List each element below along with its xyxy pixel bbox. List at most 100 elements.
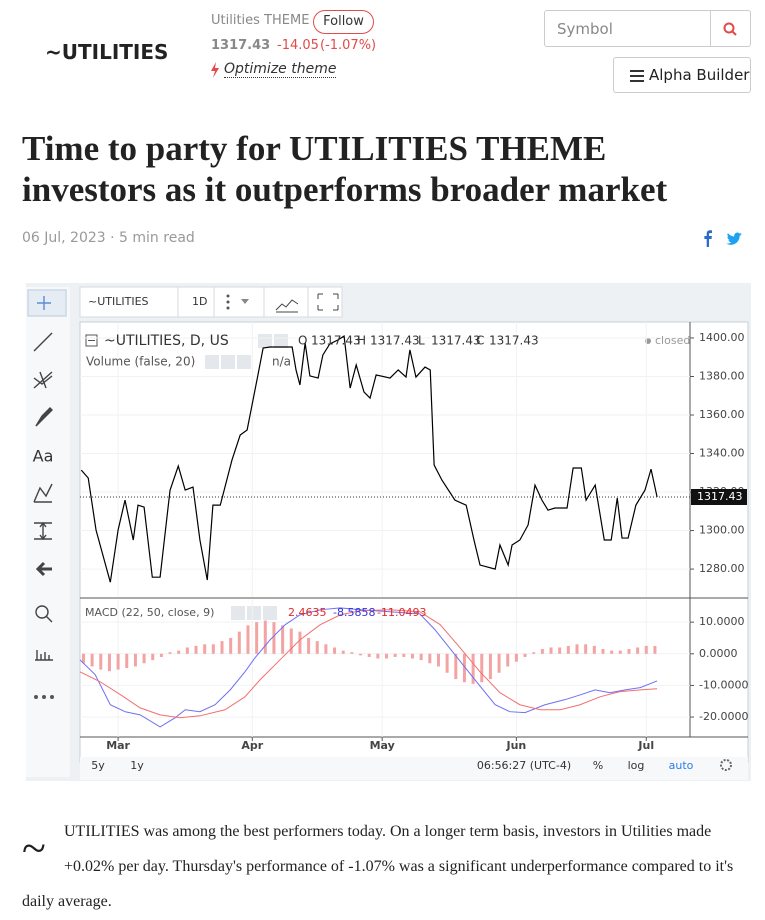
volume-label: Volume (false, 20) xyxy=(86,355,195,369)
left-toolbar xyxy=(26,287,70,777)
log-toggle[interactable]: log xyxy=(628,759,645,772)
zoom-tool[interactable] xyxy=(35,605,49,619)
interval[interactable]: 1D xyxy=(192,295,207,308)
plot-frame xyxy=(79,321,749,763)
facebook[interactable] xyxy=(704,230,712,247)
more-tools[interactable] xyxy=(34,695,54,699)
histogram-bar xyxy=(610,650,614,654)
collapse-icon[interactable] xyxy=(85,334,98,347)
histogram-bar xyxy=(307,637,311,654)
optimize-link[interactable]: Optimize theme xyxy=(224,61,337,78)
histogram-bar xyxy=(168,652,172,654)
search-input[interactable]: Symbol xyxy=(544,10,711,47)
y-tick-label: -10.0000 xyxy=(699,678,748,691)
histogram-bar xyxy=(454,653,458,680)
brush-tool[interactable] xyxy=(35,407,53,427)
histogram-bar xyxy=(445,653,449,673)
bars-tool[interactable] xyxy=(35,650,53,661)
ohlc-value: 1317.43 xyxy=(431,334,481,348)
read-time: 5 min read xyxy=(119,230,195,246)
x-tick-label: Apr xyxy=(241,739,263,752)
histogram-bar xyxy=(480,653,484,683)
histogram-bar xyxy=(497,653,501,673)
measure-tool[interactable] xyxy=(34,521,52,541)
series-line xyxy=(79,607,658,728)
histogram-bar xyxy=(575,644,579,654)
y-tick-label: 1360.00 xyxy=(699,408,745,421)
histogram-bar xyxy=(514,653,518,662)
ohlc-key: H xyxy=(357,334,366,348)
histogram-bar xyxy=(177,650,181,654)
ohlc-value: 1317.43 xyxy=(370,334,420,348)
histogram-bar xyxy=(298,631,302,654)
histogram-bar xyxy=(540,649,544,654)
histogram-bar xyxy=(506,653,510,667)
histogram-bar xyxy=(636,647,640,654)
histogram-bar xyxy=(419,653,423,661)
y-tick-label: 1280.00 xyxy=(699,562,745,575)
histogram-bar xyxy=(359,653,363,656)
histogram-bar xyxy=(194,645,198,654)
histogram-bar xyxy=(644,645,648,654)
fullscreen-button[interactable] xyxy=(317,293,339,311)
histogram-bar xyxy=(532,652,536,654)
twitter[interactable] xyxy=(726,232,742,245)
indicator-value: -8.5858 xyxy=(333,606,375,619)
histogram-bar xyxy=(333,647,337,654)
back-tool[interactable] xyxy=(35,561,52,577)
histogram-bar xyxy=(410,653,414,659)
histogram-bar xyxy=(350,652,354,654)
y-tick-label: 1340.00 xyxy=(699,447,745,460)
histogram-bar xyxy=(107,653,111,672)
histogram-bar xyxy=(601,649,605,654)
fib-tool[interactable] xyxy=(33,371,53,389)
range-button[interactable]: 1y xyxy=(130,759,144,772)
histogram-bar xyxy=(281,625,285,654)
histogram-bar xyxy=(653,645,657,654)
range-button[interactable]: 5y xyxy=(91,759,105,772)
pattern-tool[interactable] xyxy=(33,483,53,503)
histogram-bar xyxy=(237,631,241,654)
line-tool[interactable] xyxy=(33,332,53,352)
histogram-bar xyxy=(618,650,622,654)
histogram-bar xyxy=(376,653,380,659)
histogram-bar xyxy=(402,653,406,657)
search-placeholder: Symbol xyxy=(557,20,613,38)
histogram-bar xyxy=(220,641,224,654)
ohlc-key: L xyxy=(418,334,425,348)
percent-toggle[interactable]: % xyxy=(593,759,603,772)
histogram-bar xyxy=(246,625,250,654)
top-toolbar xyxy=(79,286,343,318)
tool-icons xyxy=(27,289,67,661)
indicator-value: 2.4635 xyxy=(288,606,327,619)
drop-cap: ~ xyxy=(22,824,46,873)
builder-button[interactable]: Alpha Builder xyxy=(613,57,751,93)
histogram-bar xyxy=(523,653,527,657)
histogram-bar xyxy=(367,653,371,657)
auto-toggle[interactable]: auto xyxy=(669,759,694,772)
menu-dots[interactable] xyxy=(226,294,250,310)
settings-button[interactable] xyxy=(720,759,732,771)
indicators-button[interactable] xyxy=(275,299,299,313)
ohlc-key: C xyxy=(476,334,484,348)
ohlc-key: O xyxy=(298,334,307,348)
follow-button[interactable]: Follow xyxy=(313,10,374,34)
x-tick-label: May xyxy=(370,739,395,752)
indicator-value: -11.0493 xyxy=(377,606,426,619)
histogram-bar xyxy=(90,653,94,667)
symbol-input[interactable]: ~UTILITIES xyxy=(88,295,149,308)
x-tick-label: Jul xyxy=(637,739,654,752)
histogram-bar xyxy=(263,620,267,654)
histogram-bar xyxy=(289,628,293,654)
share-icons xyxy=(704,230,742,247)
menu-icon xyxy=(630,70,644,82)
y-tick-label: 0.0000 xyxy=(699,647,738,660)
search-button[interactable] xyxy=(711,10,751,47)
builder-label: Alpha Builder xyxy=(649,66,750,84)
histogram-bar xyxy=(116,653,120,670)
ohlc-value: 1317.43 xyxy=(311,334,361,348)
text-tool[interactable]: Aa xyxy=(33,447,54,466)
histogram-bar xyxy=(558,647,562,654)
y-tick-label: -20.0000 xyxy=(699,710,748,723)
